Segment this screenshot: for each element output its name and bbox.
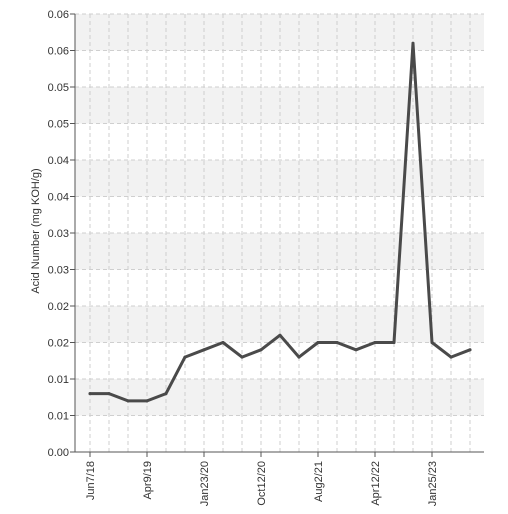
y-tick-label: 0.03: [48, 265, 69, 277]
y-tick-label: 0.06: [48, 9, 69, 21]
data-point: [297, 355, 301, 359]
data-point: [126, 399, 130, 403]
y-tick-label: 0.02: [48, 338, 69, 350]
data-point: [164, 392, 168, 396]
y-tick-label: 0.01: [48, 411, 69, 423]
data-point: [392, 341, 396, 344]
y-axis-title: Acid Number (mg KOH/g): [30, 168, 42, 293]
series-lines: [88, 41, 472, 403]
y-tick-label: 0.01: [48, 374, 69, 386]
data-point: [430, 341, 434, 344]
y-tick-label: 0.04: [48, 155, 69, 167]
y-tick-label: 0.04: [48, 192, 69, 204]
x-tick-label: Jan25/23: [427, 461, 439, 506]
data-point: [449, 355, 453, 359]
data-point: [468, 348, 472, 352]
x-axis-tick-labels: Jun7/18 Apr9/19 Jan23/20 Oct12/20 Aug2/21 Apr…: [85, 461, 439, 506]
data-point: [88, 392, 92, 396]
data-point: [145, 399, 149, 403]
x-tick-label: Apr12/22: [370, 461, 382, 506]
data-point: [373, 341, 377, 344]
y-tick-label: 0.03: [48, 228, 69, 240]
data-point: [411, 41, 415, 45]
y-tick-label: 0.00: [48, 447, 69, 459]
x-tick-label: Jun7/18: [85, 461, 97, 500]
y-tick-label: 0.05: [48, 119, 69, 131]
x-tick-label: Apr9/19: [142, 461, 154, 500]
data-point: [221, 341, 225, 344]
data-point: [240, 355, 244, 359]
y-tick-label: 0.05: [48, 82, 69, 94]
data-point: [278, 333, 282, 337]
y-tick-label: 0.06: [48, 46, 69, 58]
x-tick-label: Jan23/20: [199, 461, 211, 506]
y-tick-label: 0.02: [48, 301, 69, 313]
data-point: [183, 355, 187, 359]
data-point: [354, 348, 358, 352]
x-tick-label: Aug2/21: [313, 461, 325, 502]
data-point: [335, 341, 339, 344]
data-point: [316, 341, 320, 344]
axes: [70, 13, 484, 457]
background-band: [75, 379, 484, 416]
x-tick-label: Oct12/20: [256, 461, 268, 506]
data-point: [202, 348, 206, 352]
data-point: [259, 348, 263, 352]
data-point: [107, 392, 111, 396]
y-axis-tick-labels: 0.00 0.01 0.01 0.02 0.02 0.03 0.03 0.04 0.04 0.05…: [48, 9, 69, 459]
